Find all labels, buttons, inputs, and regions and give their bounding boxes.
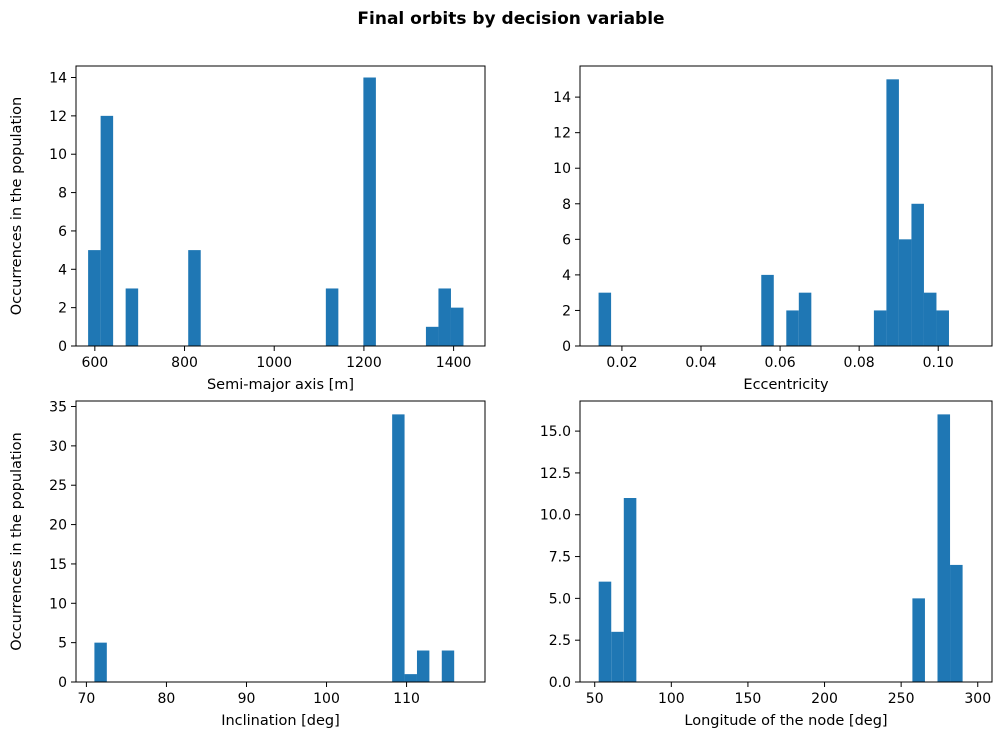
plot-frame (75, 400, 486, 683)
histogram-bar (761, 274, 774, 346)
x-tick-label: 0.08 (844, 355, 875, 371)
y-tick-label: 15.0 (540, 424, 571, 440)
histogram-bar (937, 414, 951, 682)
y-tick-label: 10 (553, 161, 571, 177)
y-tick-label: 5 (58, 636, 67, 652)
x-axis-label: Eccentricity (743, 377, 829, 393)
histogram-bar (325, 288, 339, 346)
y-tick-label: 4 (562, 268, 571, 284)
y-tick-label: 12 (553, 126, 571, 142)
chart-panel-4: 50 100 150 200 250 300 0.0 2.5 5.0 7.5 10.0 12.5 15.… (540, 400, 993, 729)
histogram-bar (416, 650, 430, 682)
histogram-bar (404, 674, 417, 682)
chart-panel-3: 70 80 90 100 110 0 5 10 15 20 25 30 35 Inclination [d… (9, 400, 486, 729)
y-tick-label: 4 (58, 262, 67, 278)
x-tick-label: 90 (238, 691, 256, 707)
y-tick-label: 2 (58, 301, 67, 317)
y-tick-label: 0 (58, 675, 67, 691)
histogram-bar (886, 79, 899, 346)
chart-panel-1: 600 800 1000 1200 1400 0 2 4 6 8 10 12 14 Semi-major … (9, 65, 486, 393)
y-tick-label: 15 (49, 557, 67, 573)
histogram-bar (598, 581, 612, 682)
y-tick-label: 8 (58, 186, 67, 202)
x-axis-label: Longitude of the node [deg] (684, 713, 887, 729)
histogram-bar (911, 203, 924, 346)
y-tick-label: 2 (562, 303, 571, 319)
histogram-bar (392, 414, 405, 682)
x-tick-label: 1000 (256, 355, 292, 371)
histogram-bar (450, 307, 464, 346)
histogram-bar (188, 250, 201, 346)
histogram-bar (363, 77, 376, 346)
y-axis-label: Occurrences in the population (9, 432, 25, 650)
y-tick-label: 20 (49, 518, 67, 534)
histogram-bar (950, 564, 963, 682)
x-tick-label: 0.06 (764, 355, 795, 371)
y-tick-label: 8 (562, 197, 571, 213)
y-tick-label: 6 (562, 232, 571, 248)
x-tick-label: 0.02 (606, 355, 637, 371)
x-tick-label: 80 (158, 691, 176, 707)
histogram-bar (425, 326, 439, 346)
x-tick-label: 150 (735, 691, 762, 707)
x-tick-label: 100 (658, 691, 685, 707)
histogram-bar (898, 239, 912, 346)
x-tick-label: 250 (888, 691, 915, 707)
y-tick-label: 14 (553, 90, 571, 106)
y-tick-label: 2.5 (549, 633, 571, 649)
histogram-bar (100, 115, 114, 346)
histogram-bar (611, 631, 624, 682)
y-tick-label: 30 (49, 439, 67, 455)
y-axis-label: Occurrences in the population (9, 97, 25, 315)
x-tick-label: 0.10 (923, 355, 954, 371)
figure-title: Final orbits by decision variable (357, 9, 664, 29)
histogram-bar (923, 292, 937, 346)
x-tick-label: 100 (313, 691, 340, 707)
x-tick-label: 110 (393, 691, 420, 707)
y-tick-label: 0 (58, 339, 67, 355)
histogram-bar (786, 310, 799, 346)
plot-frame (75, 65, 486, 347)
y-tick-label: 6 (58, 224, 67, 240)
y-tick-label: 10 (49, 147, 67, 163)
y-tick-label: 35 (49, 400, 67, 416)
plot-frame (579, 400, 993, 683)
y-tick-label: 12 (49, 109, 67, 125)
y-tick-label: 14 (49, 71, 67, 87)
histogram-bar (125, 288, 139, 346)
x-axis-label: Inclination [deg] (221, 713, 340, 729)
y-tick-label: 0.0 (549, 675, 571, 691)
histogram-bar (912, 598, 925, 682)
histogram-bar (441, 650, 455, 682)
histogram-bar (623, 498, 637, 682)
histogram-bar (88, 250, 101, 346)
x-tick-label: 300 (964, 691, 991, 707)
y-tick-label: 0 (562, 339, 571, 355)
chart-panel-2: 0.02 0.04 0.06 0.08 0.10 0 2 4 6 8 10 12 14 Eccentric… (553, 65, 993, 393)
histogram-bar (798, 292, 812, 346)
x-tick-label: 1400 (436, 355, 472, 371)
x-tick-label: 70 (77, 691, 95, 707)
y-tick-label: 12.5 (540, 466, 571, 482)
histogram-bar (438, 288, 451, 346)
plot-frame (579, 65, 993, 347)
y-tick-label: 7.5 (549, 550, 571, 566)
x-tick-label: 0.04 (685, 355, 716, 371)
x-tick-label: 200 (811, 691, 838, 707)
y-tick-label: 25 (49, 478, 67, 494)
y-tick-label: 5.0 (549, 591, 571, 607)
x-tick-label: 600 (81, 355, 108, 371)
y-tick-label: 10 (49, 596, 67, 612)
histogram-bar (936, 310, 949, 346)
y-tick-label: 10.0 (540, 508, 571, 524)
x-tick-label: 50 (586, 691, 604, 707)
x-axis-label: Semi-major axis [m] (207, 377, 354, 393)
x-tick-label: 800 (171, 355, 198, 371)
histogram-bar (598, 292, 612, 346)
x-tick-label: 1200 (346, 355, 382, 371)
histogram-bar (873, 310, 887, 346)
histogram-bar (94, 642, 107, 682)
